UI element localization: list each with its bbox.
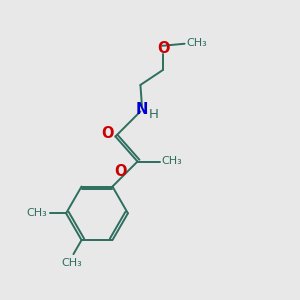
Text: N: N bbox=[136, 103, 148, 118]
Text: O: O bbox=[101, 126, 113, 141]
Text: H: H bbox=[149, 108, 159, 121]
Text: CH₃: CH₃ bbox=[187, 38, 207, 48]
Text: CH₃: CH₃ bbox=[162, 156, 182, 166]
Text: CH₃: CH₃ bbox=[27, 208, 47, 218]
Text: O: O bbox=[157, 41, 169, 56]
Text: CH₃: CH₃ bbox=[61, 258, 82, 268]
Text: O: O bbox=[114, 164, 127, 179]
